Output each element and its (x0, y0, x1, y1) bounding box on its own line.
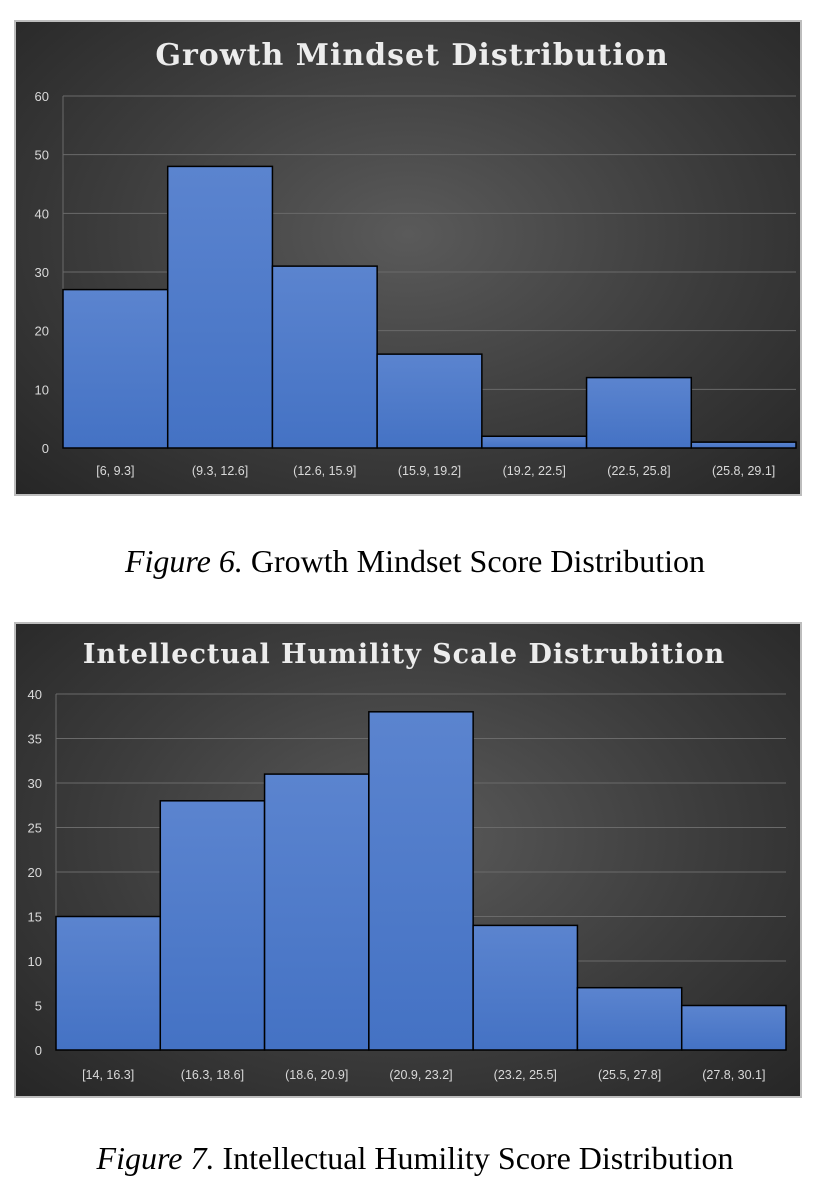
growth-mindset-chart: Growth Mindset Distribution 0 10 20 30 40 50 6… (14, 20, 802, 496)
bar (62, 288, 169, 449)
bar (368, 711, 474, 1051)
figure-7-caption: Figure 7. Intellectual Humility Score Di… (0, 1140, 830, 1177)
y-tick-label: 30 (28, 776, 42, 791)
y-tick-label: 20 (35, 324, 49, 339)
intellectual-humility-chart: Intellectual Humility Scale Distrubition… (14, 622, 802, 1098)
intellectual-humility-chart-svg: Intellectual Humility Scale Distrubition… (28, 639, 787, 1082)
bar (159, 800, 266, 1051)
y-tick-label: 50 (35, 148, 49, 163)
x-tick-label: (25.8, 29.1] (712, 464, 775, 478)
y-tick-label: 40 (28, 687, 42, 702)
bar (55, 915, 162, 1051)
y-tick-label: 25 (28, 821, 42, 836)
y-tick-label: 30 (35, 265, 49, 280)
bar (690, 441, 797, 449)
chart-title: Growth Mindset Distribution (155, 38, 668, 73)
bar (271, 265, 378, 449)
bar (472, 924, 579, 1051)
y-tick-label: 35 (28, 732, 42, 747)
x-tick-label: (16.3, 18.6] (181, 1068, 244, 1082)
figure-number: Figure 6. (124, 543, 243, 579)
y-tick-label: 10 (28, 954, 42, 969)
x-tick-label: [14, 16.3] (82, 1068, 134, 1082)
figure-caption-text: Intellectual Humility Score Distribution (222, 1140, 734, 1176)
y-tick-label: 15 (28, 910, 42, 925)
y-tick-label: 40 (35, 206, 49, 221)
y-tick-label: 5 (35, 999, 42, 1014)
x-tick-label: (19.2, 22.5] (503, 464, 566, 478)
x-tick-label: (25.5, 27.8] (598, 1068, 661, 1082)
bar (585, 376, 693, 449)
x-tick-label: (18.6, 20.9] (285, 1068, 348, 1082)
x-tick-label: (22.5, 25.8] (607, 464, 670, 478)
bar (680, 1004, 787, 1051)
y-tick-label: 60 (35, 89, 49, 104)
x-tick-label: (12.6, 15.9] (293, 464, 356, 478)
x-tick-label: (15.9, 19.2] (398, 464, 461, 478)
figure-6-caption: Figure 6. Growth Mindset Score Distribut… (0, 543, 830, 580)
y-tick-label: 0 (42, 441, 49, 456)
x-tick-label: (23.2, 25.5] (494, 1068, 557, 1082)
x-tick-label: [6, 9.3] (96, 464, 134, 478)
y-tick-label: 10 (35, 382, 49, 397)
x-tick-label: (27.8, 30.1] (702, 1068, 765, 1082)
x-tick-label: (20.9, 23.2] (389, 1068, 452, 1082)
y-tick-label: 0 (35, 1043, 42, 1058)
bar (576, 986, 683, 1051)
y-tick-label: 20 (28, 865, 42, 880)
x-tick-label: (9.3, 12.6] (192, 464, 248, 478)
figure-caption-text: Growth Mindset Score Distribution (250, 543, 706, 579)
bar (481, 435, 588, 449)
growth-mindset-chart-svg: Growth Mindset Distribution 0 10 20 30 40 50 6… (35, 38, 797, 478)
bar (376, 353, 483, 449)
bar (166, 165, 274, 449)
bar (263, 773, 370, 1051)
chart-title: Intellectual Humility Scale Distrubition (83, 639, 725, 670)
figure-number: Figure 7. (96, 1140, 215, 1176)
